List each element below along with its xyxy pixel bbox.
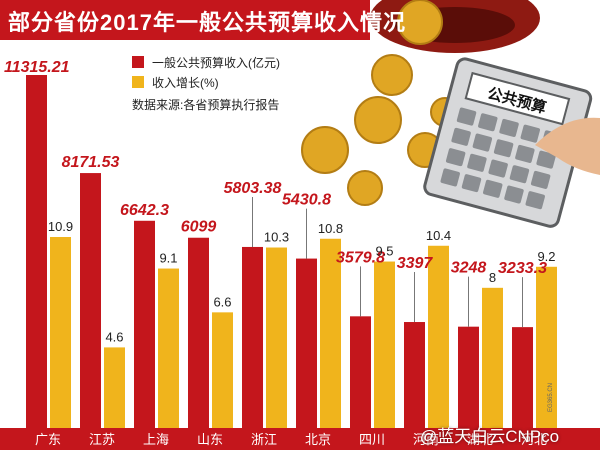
- calculator-key: [530, 170, 551, 189]
- revenue-bar: [26, 75, 47, 428]
- revenue-value-label: 11315.21: [4, 59, 70, 76]
- coin-icon: [301, 126, 349, 174]
- growth-value-label: 8: [489, 270, 496, 285]
- growth-value-label: 10.9: [48, 219, 73, 234]
- growth-value-label: 9.5: [375, 244, 393, 259]
- revenue-bar: [512, 327, 533, 428]
- revenue-value-label: 5803.38: [224, 180, 282, 197]
- calculator-key: [451, 127, 471, 146]
- revenue-value-label: 5430.8: [282, 192, 331, 209]
- background-illustration: 公共预算: [301, 0, 600, 228]
- growth-bar: [482, 287, 503, 428]
- revenue-bar: [134, 220, 155, 428]
- growth-bar: [212, 312, 233, 428]
- coin-icon: [347, 170, 383, 206]
- growth-bar: [374, 261, 395, 428]
- legend-label-revenue: 一般公共预算收入(亿元): [152, 55, 280, 70]
- calculator-key: [509, 165, 530, 184]
- revenue-value-label: 6099: [181, 219, 217, 236]
- coin-icon: [397, 0, 443, 45]
- revenue-bar: [350, 316, 371, 428]
- revenue-value-label: 3397: [397, 255, 434, 272]
- revenue-value-label: 3248: [451, 260, 487, 277]
- hand-shape: [535, 117, 600, 175]
- calculator-key: [520, 124, 540, 143]
- labels-layer: 11315.21 10.9 8171.53 4.6 6642.3 9.1 6099 6.6 58…: [4, 59, 556, 344]
- calculator-key: [536, 150, 556, 169]
- legend-item-revenue: 一般公共预算收入(亿元): [132, 52, 280, 72]
- coin-icon: [354, 96, 402, 144]
- revenue-value-label: 3233.3: [498, 260, 547, 277]
- revenue-bar: [404, 322, 425, 428]
- calculator-key: [504, 185, 524, 204]
- revenue-value-label: 8171.53: [62, 154, 120, 171]
- calculator-key: [478, 113, 498, 132]
- calculator-key: [499, 118, 519, 137]
- growth-value-label: 10.8: [318, 221, 343, 236]
- legend-label-growth: 收入增长(%): [152, 75, 219, 90]
- growth-value-label: 6.6: [213, 294, 231, 309]
- revenue-bar: [458, 326, 479, 428]
- growth-bar: [536, 266, 557, 428]
- revenue-bar: [80, 173, 101, 428]
- growth-bar: [50, 237, 71, 428]
- legend-swatch-revenue: [132, 56, 144, 68]
- category-axis-strip: [0, 428, 600, 450]
- calculator-key: [493, 139, 514, 158]
- calculator-key: [461, 174, 482, 193]
- growth-value-label: 4.6: [105, 329, 123, 344]
- calculator-key: [440, 168, 460, 187]
- revenue-value-label: 3579.8: [336, 249, 385, 266]
- revenue-bar: [296, 258, 317, 428]
- title-banner: 部分省份2017年一般公共预算收入情况: [0, 0, 405, 40]
- legend-item-growth: 收入增长(%): [132, 72, 280, 92]
- revenue-bar: [242, 246, 263, 428]
- chart-title: 部分省份2017年一般公共预算收入情况: [8, 10, 406, 35]
- coin-icon: [371, 54, 413, 96]
- calculator-key: [445, 148, 466, 167]
- revenue-bar: [188, 237, 209, 428]
- growth-value-label: 10.4: [426, 228, 451, 243]
- calculator-key: [515, 144, 535, 163]
- calculator-key: [525, 191, 545, 210]
- calculator-key: [483, 179, 503, 198]
- growth-value-label: 10.3: [264, 230, 289, 245]
- image-credit: EG365.CN: [548, 382, 554, 412]
- calculator-key: [488, 159, 508, 178]
- growth-value-label: 9.2: [537, 249, 555, 264]
- growth-bar: [266, 247, 287, 428]
- calculator-key: [467, 153, 487, 172]
- growth-bar: [428, 245, 449, 428]
- revenue-value-label: 6642.3: [120, 202, 169, 219]
- calculator-key: [456, 107, 477, 126]
- growth-value-label: 9.1: [159, 251, 177, 266]
- bars-layer: [26, 75, 557, 428]
- calculator-icon: 公共预算: [423, 57, 593, 228]
- legend-swatch-growth: [132, 76, 144, 88]
- growth-bar: [320, 238, 341, 428]
- data-source-note: 数据来源:各省预算执行报告: [132, 98, 280, 112]
- growth-bar: [158, 268, 179, 428]
- growth-bar: [104, 347, 125, 428]
- calculator-key: [472, 133, 493, 152]
- legend: 一般公共预算收入(亿元) 收入增长(%): [132, 52, 280, 92]
- watermark: @蓝天白云CNPco: [420, 427, 560, 446]
